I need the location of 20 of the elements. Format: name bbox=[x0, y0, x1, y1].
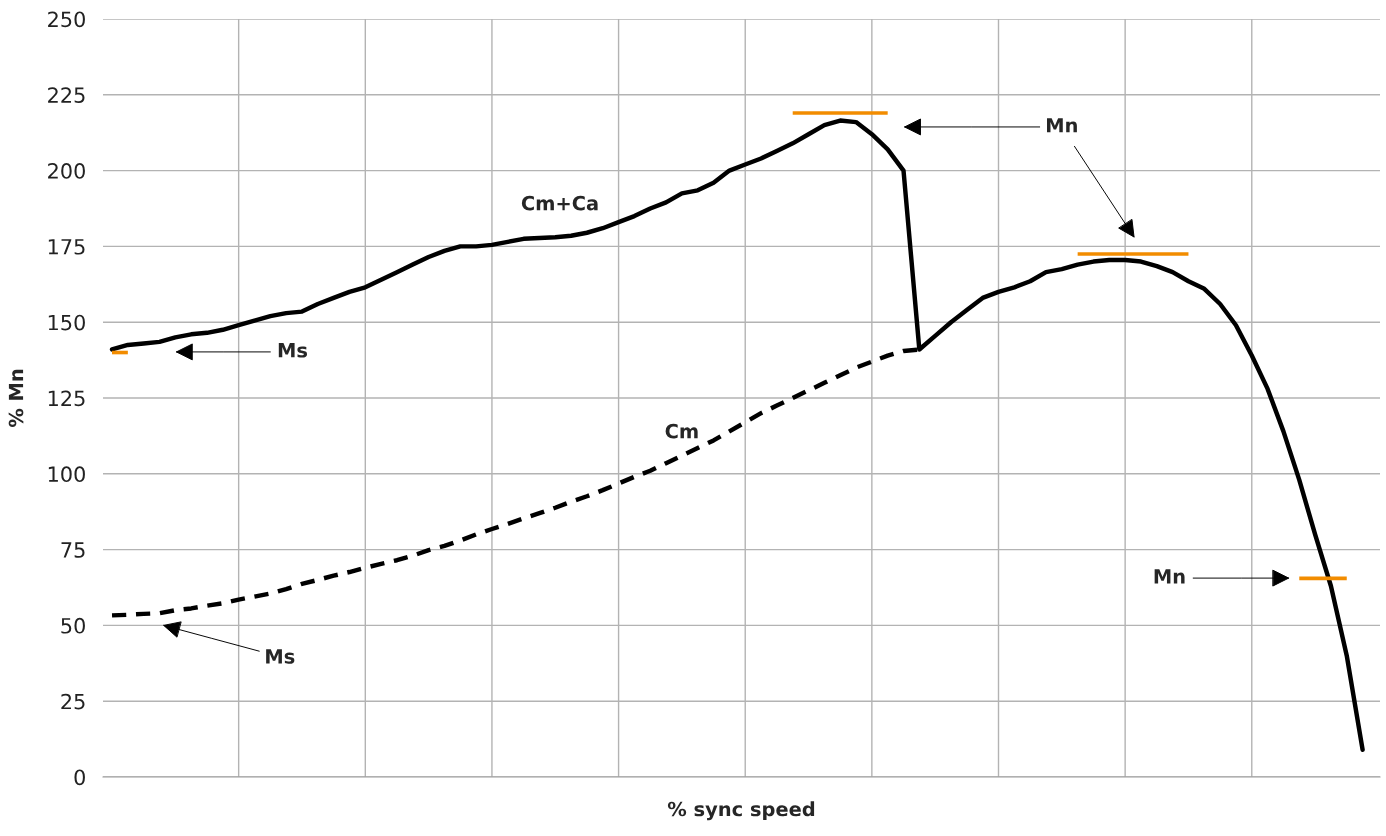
y-tick-label: 75 bbox=[61, 542, 85, 558]
y-tick-label: 150 bbox=[48, 314, 85, 331]
y-tick-label: 250 bbox=[48, 11, 85, 28]
y-tick-label: 225 bbox=[48, 87, 85, 104]
y-tick-label: 125 bbox=[48, 390, 85, 407]
series-label: Cm bbox=[665, 423, 698, 439]
y-tick-label: 175 bbox=[48, 239, 85, 255]
annotation: Ms bbox=[266, 649, 295, 664]
y-tick-label: 25 bbox=[61, 693, 85, 710]
series-label: Cm+Ca bbox=[521, 195, 598, 211]
y-tick-label: 50 bbox=[61, 617, 85, 634]
annotation: Mn bbox=[1047, 118, 1077, 133]
line-series bbox=[109, 118, 1365, 752]
y-tick-label: 200 bbox=[48, 163, 85, 179]
y-axis-title: % Mn bbox=[8, 369, 24, 428]
y-tick-label: 100 bbox=[48, 466, 85, 483]
annotation: Mn bbox=[1154, 569, 1185, 584]
annotation: Ms bbox=[278, 343, 308, 358]
y-tick-label: 0 bbox=[74, 769, 85, 786]
x-axis-title: % sync speed bbox=[667, 801, 815, 821]
